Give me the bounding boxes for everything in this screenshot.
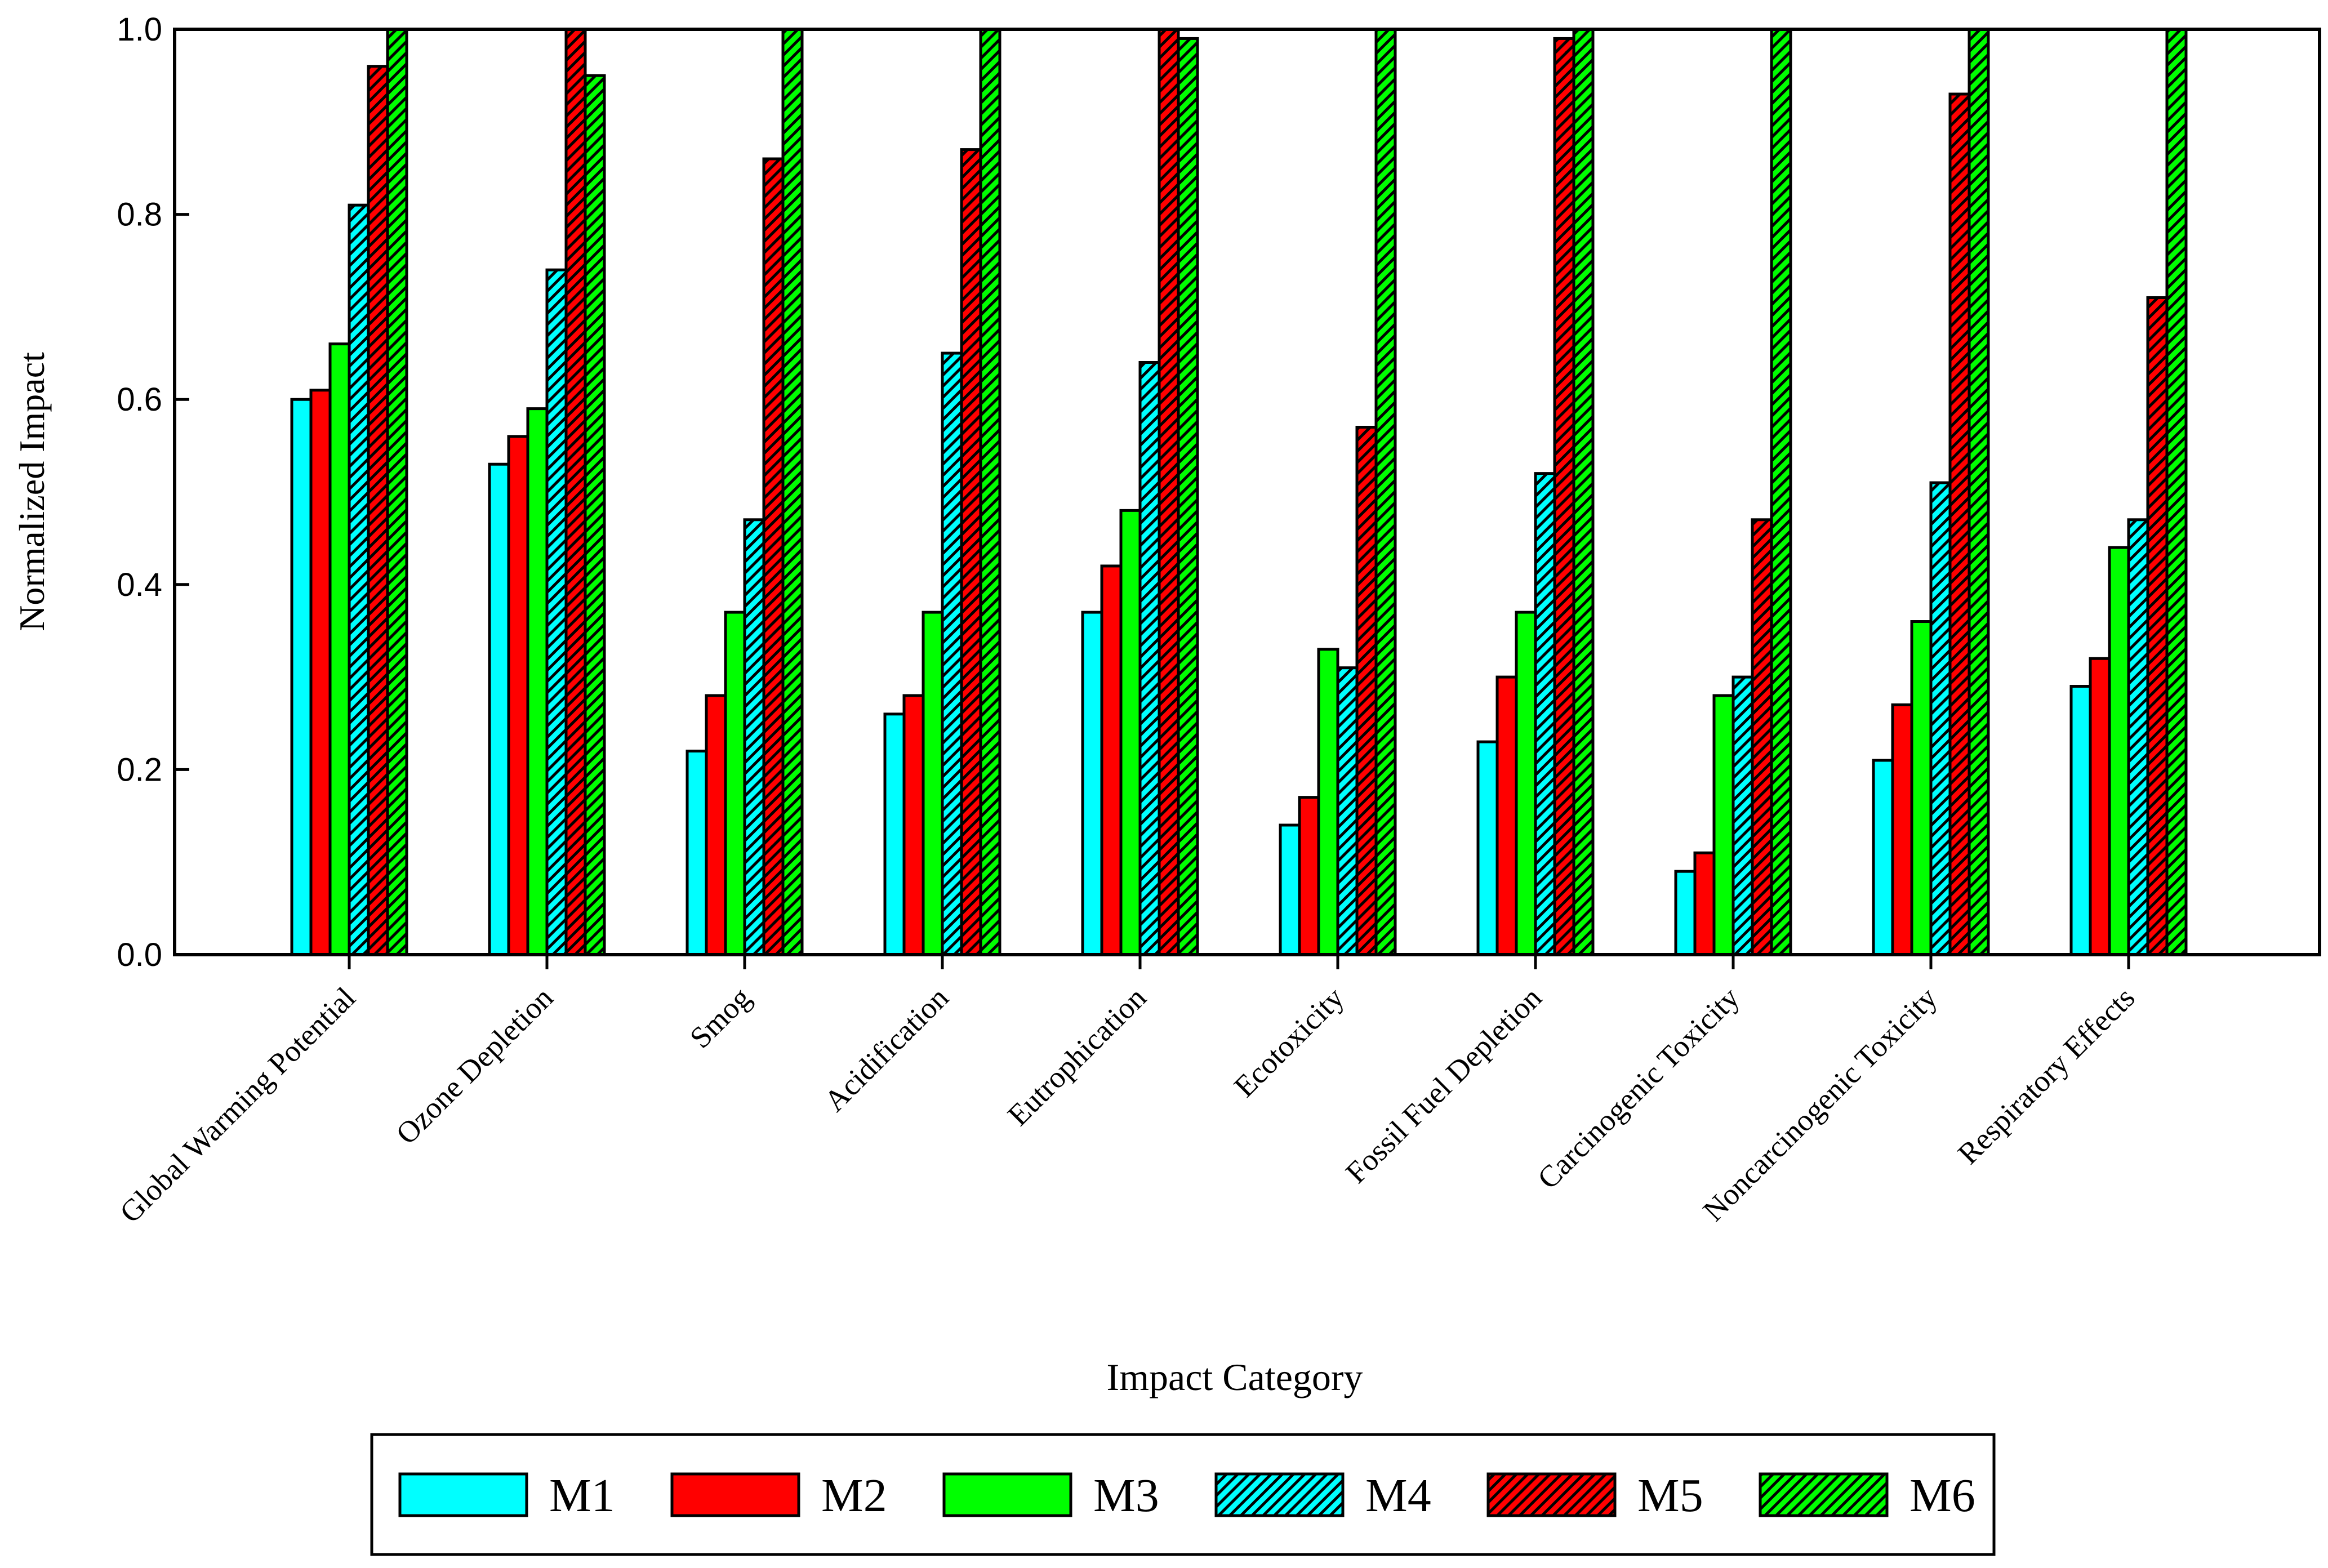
bar-m5: [367, 65, 389, 956]
bar-m1: [290, 398, 313, 956]
bar-m1: [1279, 823, 1301, 956]
bar-m4: [1336, 666, 1359, 956]
legend: M1 M2 M3 M4 M5 M6: [370, 1433, 1996, 1556]
bar-m6: [1374, 28, 1397, 956]
bar-m5: [1553, 37, 1575, 956]
x-tick-label: Fossil Fuel Depletion: [1339, 981, 1548, 1190]
bar-m6: [979, 28, 1001, 956]
bar-m6: [584, 74, 606, 956]
bar-m2: [507, 435, 529, 956]
bar-m3: [1119, 509, 1142, 956]
x-axis-label: Impact Category: [1106, 1356, 1363, 1398]
bar-m1: [883, 712, 906, 956]
bar-m5: [564, 28, 587, 956]
legend-swatch-m6: [1759, 1472, 1889, 1517]
bar-m6: [386, 28, 408, 956]
bar-m6: [781, 28, 804, 956]
bar-m4: [743, 518, 765, 956]
y-tick-label: 0.0: [117, 937, 162, 973]
bars-layer: [290, 28, 2188, 956]
bar-m2: [1891, 703, 1913, 956]
bar-m2: [705, 694, 727, 956]
bar-m3: [1317, 648, 1339, 956]
x-tick-label: Respiratory Effects: [1951, 981, 2142, 1171]
bar-m4: [1929, 481, 1952, 956]
legend-swatch-m1: [398, 1472, 528, 1517]
bar-m2: [902, 694, 925, 956]
x-tick-label: Ozone Depletion: [389, 981, 559, 1151]
bar-m5: [2146, 296, 2169, 956]
bar-m4: [941, 351, 963, 956]
x-tick-label: Eutrophication: [1001, 981, 1152, 1132]
bar-m5: [1158, 28, 1180, 956]
x-tick-label: Acidification: [818, 981, 955, 1118]
bar-m4: [1534, 472, 1556, 956]
x-axis: Global Warming Potential Ozone Depletion S…: [113, 955, 2142, 1230]
x-tick-label: Carcinogenic Toxicity: [1531, 981, 1746, 1196]
bar-m1: [1081, 611, 1103, 956]
bar-m2: [1495, 675, 1518, 956]
bar-m2: [1298, 796, 1320, 956]
legend-label-m1: M1: [549, 1469, 615, 1522]
bar-m3: [328, 342, 351, 956]
bar-m4: [545, 268, 568, 956]
y-tick-label: 0.8: [117, 197, 162, 233]
x-tick-label: Noncarcinogenic Toxicity: [1697, 981, 1944, 1228]
y-axis: 0.0 0.2 0.4 0.6 0.8 1.0: [117, 11, 189, 973]
bar-m4: [1731, 675, 1754, 956]
bar-m1: [686, 750, 708, 956]
bar-m6: [1968, 28, 1990, 956]
y-tick-label: 0.2: [117, 751, 162, 788]
bar-m1: [1674, 870, 1697, 956]
bar-m5: [960, 148, 982, 956]
bar-m1: [2069, 685, 2092, 956]
bar-m3: [2108, 546, 2130, 956]
bar-m3: [526, 407, 549, 956]
legend-swatch-m5: [1486, 1472, 1617, 1517]
bar-m6: [1770, 28, 1792, 956]
bar-m6: [2165, 28, 2188, 956]
bar-m6: [1572, 28, 1595, 956]
bar-m5: [1355, 425, 1378, 956]
y-tick-label: 0.4: [117, 567, 162, 603]
bar-m2: [2089, 657, 2111, 956]
y-axis-label: Normalized Impact: [12, 352, 52, 631]
x-tick-label: Smog: [683, 981, 758, 1055]
y-tick-label: 0.6: [117, 381, 162, 418]
bar-m3: [724, 611, 746, 956]
bar-m5: [1751, 518, 1773, 956]
bar-m4: [2127, 518, 2149, 956]
bar-m5: [762, 157, 785, 956]
bar-m3: [1712, 694, 1735, 956]
legend-swatch-m2: [670, 1472, 800, 1517]
legend-frame: [370, 1433, 1996, 1556]
bar-m2: [1100, 564, 1123, 956]
x-tick-label: Ecotoxicity: [1227, 981, 1350, 1103]
legend-swatch-m3: [942, 1472, 1072, 1517]
bar-m3: [1910, 620, 1933, 956]
y-tick-label: 1.0: [117, 11, 162, 48]
bar-m4: [348, 203, 370, 956]
bar-m5: [1948, 92, 1971, 956]
bar-m1: [1476, 740, 1499, 956]
legend-label-m4: M4: [1365, 1469, 1431, 1522]
bar-m2: [1693, 851, 1716, 956]
bar-m1: [1872, 759, 1894, 956]
bar-m2: [309, 389, 332, 956]
bar-m3: [922, 611, 944, 956]
legend-swatch-m4: [1214, 1472, 1345, 1517]
legend-label-m6: M6: [1909, 1469, 1975, 1522]
bar-m1: [488, 462, 510, 956]
legend-label-m5: M5: [1637, 1469, 1703, 1522]
legend-label-m3: M3: [1093, 1469, 1159, 1522]
bar-m3: [1515, 611, 1537, 956]
plot-area-frame: [173, 28, 2321, 956]
x-tick-label: Global Warming Potential: [113, 981, 362, 1230]
bar-m6: [1177, 37, 1199, 956]
bar-m4: [1138, 360, 1161, 956]
legend-label-m2: M2: [821, 1469, 887, 1522]
